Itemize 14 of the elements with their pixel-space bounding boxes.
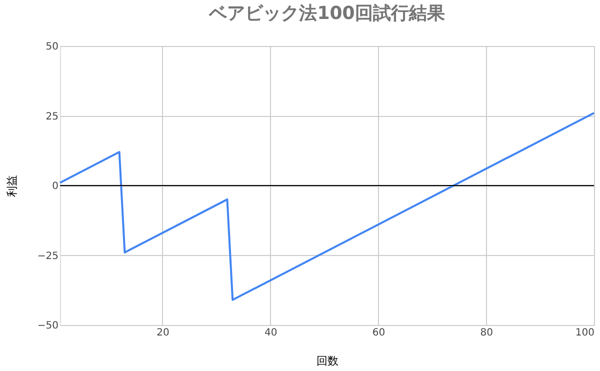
y-tick-label: 50: [46, 42, 58, 52]
chart-title: ベアビック法100回試行結果: [208, 3, 446, 24]
x-tick-label: 40: [264, 328, 278, 338]
x-tick-label: 60: [372, 328, 386, 338]
y-tick-label: −50: [37, 320, 58, 332]
y-tick-label: 25: [46, 111, 58, 122]
y-tick-label: −25: [37, 250, 58, 262]
x-axis-title: 回数: [316, 354, 338, 368]
x-tick-label: 20: [156, 328, 170, 338]
y-axis-title: 利益: [5, 175, 18, 197]
line-series: [59, 112, 595, 301]
x-tick-label: 100: [575, 328, 594, 338]
x-tick-label: 80: [480, 328, 493, 338]
y-tick-label: 0: [52, 181, 58, 192]
